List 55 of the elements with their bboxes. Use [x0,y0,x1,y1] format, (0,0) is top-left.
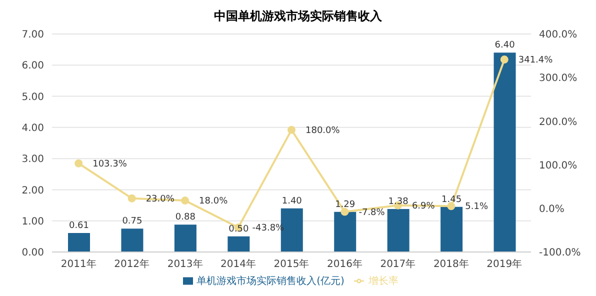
x-tick-label: 2017年 [380,258,416,270]
data-label: 0.75 [122,216,142,227]
data-label: 6.9% [412,201,436,212]
y-tick-label: 3.00 [22,154,44,166]
point [128,194,136,202]
x-tick-label: 2016年 [326,258,362,270]
y2-tick-label: -100.0% [539,248,581,259]
bar [334,212,356,252]
legend-label: 单机游戏市场实际销售收入(亿元) [196,276,344,287]
y-tick-label: 2.00 [22,185,44,196]
point [74,159,83,168]
x-tick-label: 2011年 [60,258,96,270]
data-label: 0.88 [175,212,196,223]
x-tick-label: 2018年 [433,258,469,270]
y2-tick-label: 400.0% [539,30,578,41]
y-tick-label: 0.00 [22,248,44,259]
data-label: 103.3% [92,159,128,170]
data-label: 341.4% [518,56,554,66]
y2-tick-label: 200.0% [539,116,578,128]
chart-title: 中国单机游戏市场实际销售收入 [213,8,383,25]
bar [228,236,250,252]
bar [387,209,410,252]
data-label: 0.50 [228,224,249,234]
bar [121,228,144,252]
legend-label: 增长率 [368,276,398,287]
y-tick-label: 1.00 [22,216,44,228]
y-tick-label: 6.00 [22,60,44,72]
x-tick-label: 2019年 [486,258,522,270]
bar [174,224,196,252]
point [181,196,190,205]
x-tick-label: 2012年 [114,258,150,270]
x-tick-label: 2013年 [167,258,203,270]
bar [494,52,516,252]
data-label: 23.0% [146,194,175,204]
bar [68,233,90,252]
data-label: 0.61 [68,221,90,232]
data-label: 6.40 [494,40,516,51]
bar [440,206,463,252]
point [288,126,296,134]
x-tick-label: 2015年 [274,258,310,270]
y-tick-label: 5.00 [22,92,44,103]
data-label: 18.0% [199,196,228,207]
data-label: 1.38 [388,197,409,208]
data-label: 1.40 [282,196,302,206]
y2-tick-label: 0.0% [539,204,564,215]
data-label: 180.0% [306,126,340,136]
point [500,56,508,64]
point [340,208,349,216]
y2-tick-label: 100.0% [539,160,578,172]
data-label: 5.1% [465,202,488,212]
y-tick-label: 4.00 [22,122,44,134]
data-label: -7.8% [358,208,386,218]
y-tick-label: 7.00 [22,30,44,41]
y2-tick-label: 300.0% [539,73,578,84]
x-tick-label: 2014年 [220,258,256,270]
